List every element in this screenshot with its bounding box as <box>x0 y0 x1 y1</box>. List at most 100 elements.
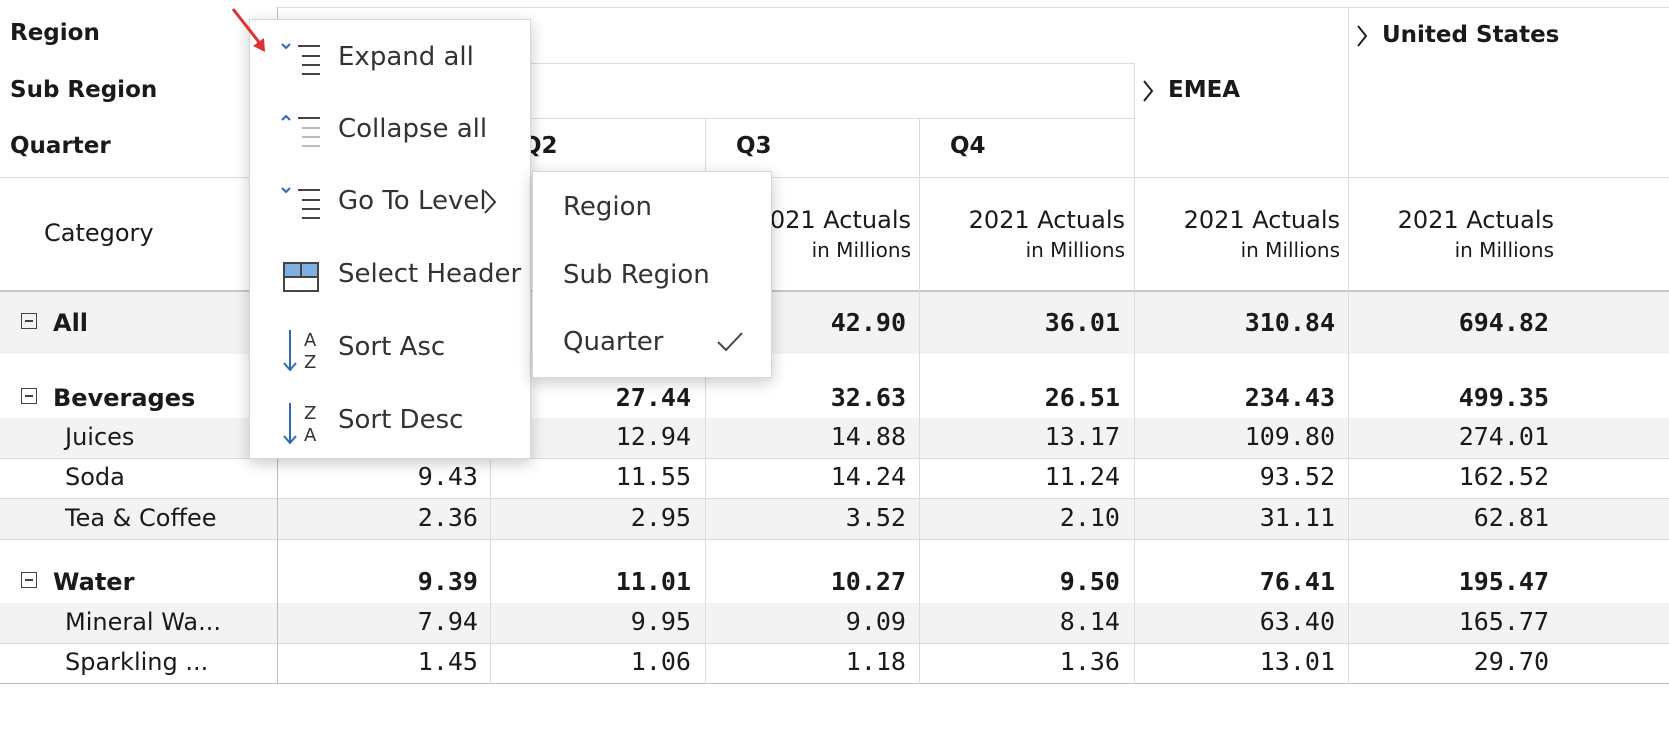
cell-value: 26.51 <box>1044 383 1120 412</box>
menu-item-label: Select Header <box>338 259 522 289</box>
collapse-all-toggle-icon[interactable] <box>21 313 37 329</box>
svg-text:A: A <box>304 425 317 446</box>
row-label-water: Water <box>53 568 135 596</box>
cell-value: 31.11 <box>1259 503 1335 532</box>
menu-item-label: Collapse all <box>338 114 488 144</box>
cell-value: 12.94 <box>615 422 691 451</box>
collapse-beverages-toggle-icon[interactable] <box>21 388 37 404</box>
category-header[interactable]: Category <box>44 219 154 247</box>
cell-value: 32.63 <box>830 383 906 412</box>
cell-value: 9.43 <box>417 462 478 491</box>
go-to-level-icon <box>280 180 324 224</box>
chevron-right-icon <box>1354 22 1370 54</box>
sort-asc-menu-item[interactable]: A Z Sort Asc <box>250 318 530 378</box>
sort-ascending-icon: A Z <box>280 326 324 373</box>
measure-title: 2021 Actuals <box>1183 206 1340 234</box>
cell-value: 62.81 <box>1473 503 1549 532</box>
submenu-item-label: Quarter <box>563 327 664 357</box>
go-to-level-menu-item[interactable]: Go To Level <box>250 172 530 232</box>
select-header-icon <box>280 253 324 297</box>
cell-value: 1.45 <box>417 647 478 676</box>
grid-line <box>1134 63 1135 684</box>
cell-value: 3.52 <box>845 503 906 532</box>
grid-line <box>277 7 1669 8</box>
measure-unit: in Millions <box>811 238 911 262</box>
cell-value: 14.24 <box>830 462 906 491</box>
cell-value: 1.36 <box>1059 647 1120 676</box>
measure-header-q3[interactable]: 021 Actuals in Millions <box>706 205 911 265</box>
measure-header-q4[interactable]: 2021 Actuals in Millions <box>920 205 1125 265</box>
measure-title: 2021 Actuals <box>1397 206 1554 234</box>
cell-value: 2.36 <box>417 503 478 532</box>
level-option-quarter[interactable]: Quarter <box>533 313 771 373</box>
grid-line <box>529 63 1134 64</box>
cell-value: 11.01 <box>615 567 691 596</box>
band-tea <box>0 499 1669 539</box>
measure-unit: in Millions <box>1454 238 1554 262</box>
cell-value: 9.50 <box>1059 567 1120 596</box>
grid-line <box>1348 7 1349 684</box>
sub-region-level-label: Sub Region <box>10 77 158 103</box>
measure-header-us[interactable]: 2021 Actuals in Millions <box>1349 205 1554 265</box>
measure-header-emea[interactable]: 2021 Actuals in Millions <box>1135 205 1340 265</box>
submenu-item-label: Region <box>563 192 653 222</box>
level-option-region[interactable]: Region <box>533 178 771 238</box>
cell-value: 2.95 <box>630 503 691 532</box>
sort-desc-menu-item[interactable]: Z A Sort Desc <box>250 391 530 451</box>
menu-item-label: Sort Asc <box>338 332 446 362</box>
select-header-menu-item[interactable]: Select Header <box>250 245 530 305</box>
cell-value: 36.01 <box>1044 308 1120 337</box>
level-submenu: Region Sub Region Quarter <box>532 171 772 378</box>
quarter-level-label: Quarter <box>10 133 111 159</box>
q4-header[interactable]: Q4 <box>950 133 986 159</box>
united-states-header: United States <box>1382 22 1560 48</box>
cell-value: 694.82 <box>1458 308 1549 337</box>
menu-item-label: Expand all <box>338 42 474 72</box>
expand-all-menu-item[interactable]: Expand all <box>250 28 530 88</box>
cell-value: 274.01 <box>1458 422 1549 451</box>
collapse-all-menu-item[interactable]: Collapse all <box>250 100 530 160</box>
menu-item-label: Sort Desc <box>338 405 464 435</box>
cell-value: 29.70 <box>1473 647 1549 676</box>
emea-header: EMEA <box>1168 77 1241 103</box>
cell-value: 7.94 <box>417 607 478 636</box>
checkmark-icon <box>715 329 745 359</box>
grid-line <box>529 118 1134 119</box>
measure-title: 021 Actuals <box>769 206 911 234</box>
level-option-sub-region[interactable]: Sub Region <box>533 246 771 306</box>
header-context-menu: Expand all Collapse all Go To Level <box>249 19 531 459</box>
row-label-beverages: Beverages <box>53 384 196 412</box>
collapse-water-toggle-icon[interactable] <box>21 572 37 588</box>
q3-header[interactable]: Q3 <box>736 133 772 159</box>
cell-value: 2.10 <box>1059 503 1120 532</box>
row-label-mineral-water: Mineral Wa... <box>65 608 222 636</box>
expand-all-icon <box>280 36 324 80</box>
cell-value: 63.40 <box>1259 607 1335 636</box>
cell-value: 499.35 <box>1458 383 1549 412</box>
band-mineral <box>0 603 1669 643</box>
cell-value: 195.47 <box>1458 567 1549 596</box>
cell-value: 109.80 <box>1244 422 1335 451</box>
chevron-right-icon <box>1140 77 1156 109</box>
cell-value: 9.39 <box>417 567 478 596</box>
menu-item-label: Go To Level <box>338 186 487 216</box>
row-label-sparkling: Sparkling ... <box>65 648 209 676</box>
cell-value: 9.95 <box>630 607 691 636</box>
sort-descending-icon: Z A <box>280 399 324 446</box>
grid-line <box>705 118 706 684</box>
row-label-soda: Soda <box>65 463 125 491</box>
cell-value: 76.41 <box>1259 567 1335 596</box>
cell-value: 9.09 <box>845 607 906 636</box>
measure-title: 2021 Actuals <box>968 206 1125 234</box>
cell-value: 310.84 <box>1244 308 1335 337</box>
grid-line <box>0 458 1669 459</box>
svg-text:Z: Z <box>304 403 316 424</box>
chevron-right-icon <box>482 188 498 220</box>
annotation-arrow-icon <box>228 6 272 60</box>
cell-value: 13.01 <box>1259 647 1335 676</box>
measure-unit: in Millions <box>1025 238 1125 262</box>
cell-value: 162.52 <box>1458 462 1549 491</box>
cell-value: 11.55 <box>615 462 691 491</box>
grid-line <box>0 683 1669 684</box>
cell-value: 1.06 <box>630 647 691 676</box>
